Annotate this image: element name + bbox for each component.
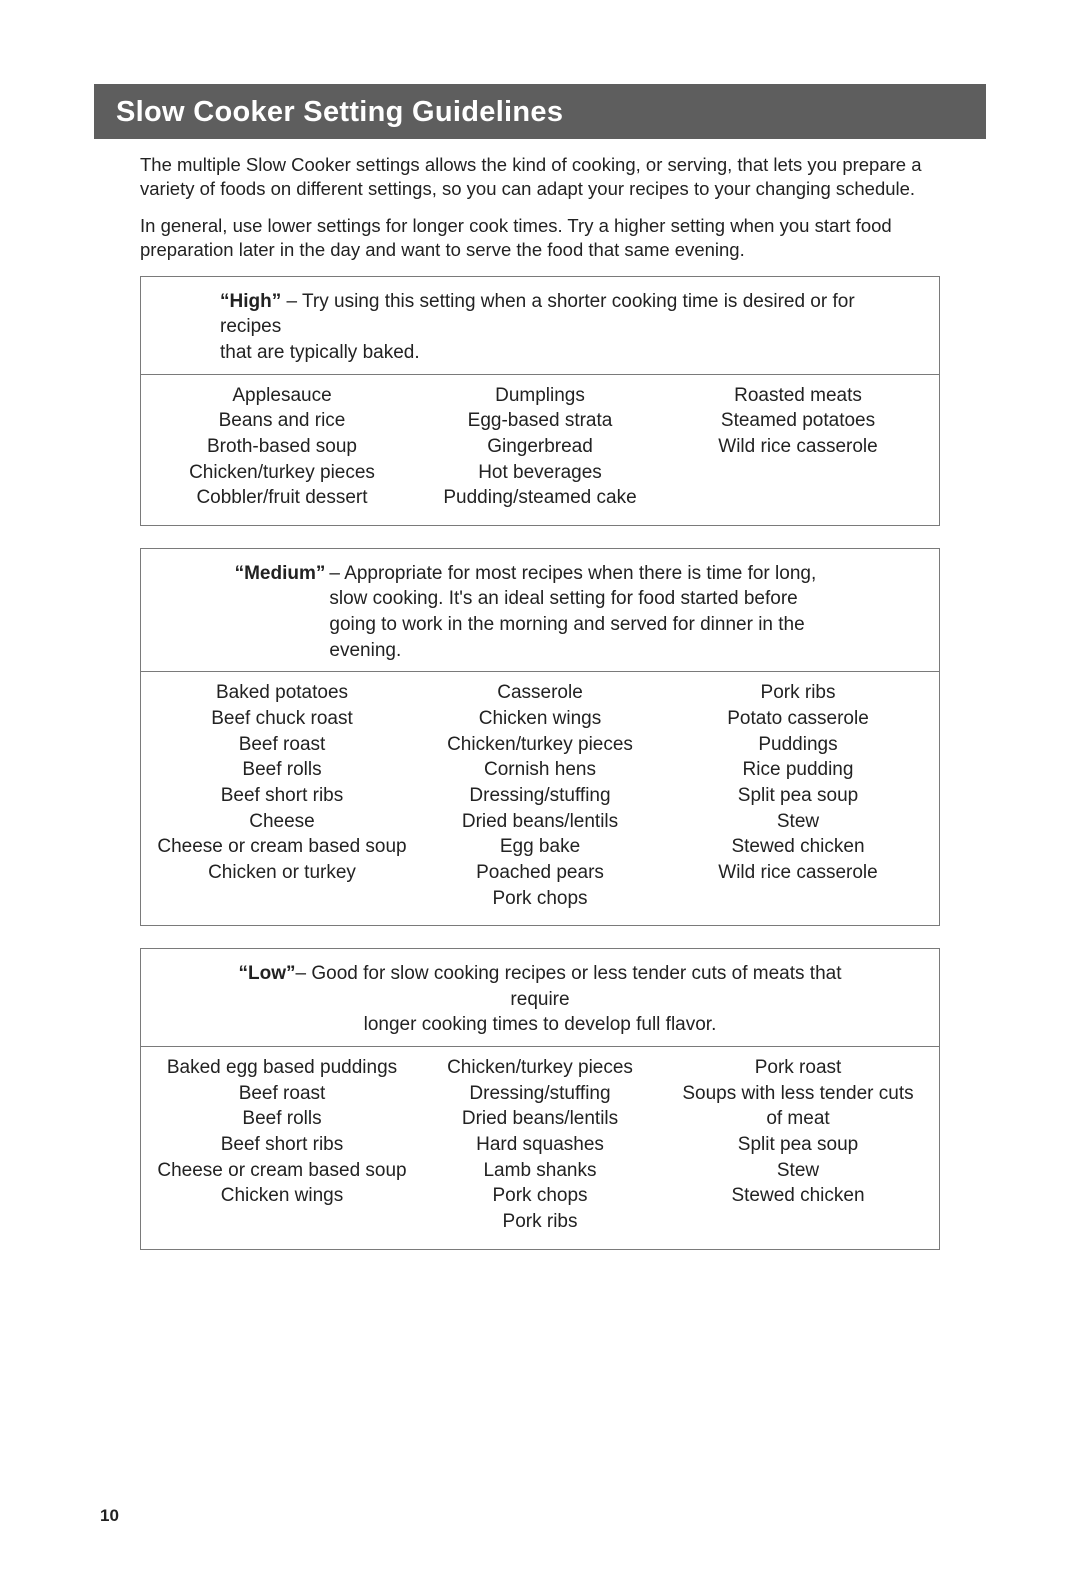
high-col3: Roasted meatsSteamed potatoesWild rice c…: [669, 383, 927, 511]
list-item: Cheese or cream based soup: [157, 1158, 407, 1184]
medium-col1: Baked potatoesBeef chuck roastBeef roast…: [153, 680, 411, 911]
list-item: Applesauce: [157, 383, 407, 409]
setting-head-medium: “Medium” – Appropriate for most recipes …: [141, 549, 939, 673]
list-item: Pudding/steamed cake: [415, 485, 665, 511]
high-label: “High”: [220, 291, 281, 312]
list-item: Split pea soup: [673, 783, 923, 809]
intro-paragraph-1: The multiple Slow Cooker settings allows…: [140, 153, 940, 200]
list-item: Chicken wings: [415, 706, 665, 732]
list-item: Beef roast: [157, 1081, 407, 1107]
list-item: Stewed chicken: [673, 834, 923, 860]
list-item: Cheese or cream based soup: [157, 834, 407, 860]
list-item: Pork chops: [415, 1183, 665, 1209]
list-item: Wild rice casserole: [673, 860, 923, 886]
list-item: Baked potatoes: [157, 680, 407, 706]
list-item: Pork ribs: [673, 680, 923, 706]
list-item: Chicken/turkey pieces: [415, 732, 665, 758]
list-item: Cobbler/fruit dessert: [157, 485, 407, 511]
list-item: Beef roast: [157, 732, 407, 758]
list-item: Baked egg based puddings: [157, 1055, 407, 1081]
list-item: Wild rice casserole: [673, 434, 923, 460]
list-item: Chicken or turkey: [157, 860, 407, 886]
medium-label: “Medium”: [235, 563, 326, 584]
low-label: “Low”: [239, 963, 296, 984]
high-col2: DumplingsEgg-based strataGingerbreadHot …: [411, 383, 669, 511]
list-item: Chicken/turkey pieces: [415, 1055, 665, 1081]
low-columns: Baked egg based puddingsBeef roastBeef r…: [141, 1047, 939, 1248]
list-item: Cornish hens: [415, 757, 665, 783]
list-item: Dried beans/lentils: [415, 1106, 665, 1132]
list-item: Hard squashes: [415, 1132, 665, 1158]
list-item: Broth-based soup: [157, 434, 407, 460]
medium-col3: Pork ribsPotato casserolePuddingsRice pu…: [669, 680, 927, 911]
list-item: Beef rolls: [157, 757, 407, 783]
intro-paragraph-2: In general, use lower settings for longe…: [140, 214, 940, 261]
list-item: Steamed potatoes: [673, 408, 923, 434]
high-desc-line2: that are typically baked.: [220, 340, 860, 366]
list-item: Dressing/stuffing: [415, 783, 665, 809]
list-item: Beef chuck roast: [157, 706, 407, 732]
low-col2: Chicken/turkey piecesDressing/stuffingDr…: [411, 1055, 669, 1234]
list-item: Beef short ribs: [157, 783, 407, 809]
list-item: Cheese: [157, 809, 407, 835]
list-item: Stewed chicken: [673, 1183, 923, 1209]
list-item: Egg-based strata: [415, 408, 665, 434]
list-item: Dumplings: [415, 383, 665, 409]
list-item: Poached pears: [415, 860, 665, 886]
list-item: Dressing/stuffing: [415, 1081, 665, 1107]
list-item: Roasted meats: [673, 383, 923, 409]
list-item: Gingerbread: [415, 434, 665, 460]
high-columns: ApplesauceBeans and riceBroth-based soup…: [141, 375, 939, 525]
list-item: Stew: [673, 1158, 923, 1184]
list-item: Stew: [673, 809, 923, 835]
list-item: Casserole: [415, 680, 665, 706]
setting-head-high: “High” – Try using this setting when a s…: [141, 277, 939, 375]
medium-columns: Baked potatoesBeef chuck roastBeef roast…: [141, 672, 939, 925]
low-desc-line1: – Good for slow cooking recipes or less …: [296, 963, 842, 1010]
medium-col2: CasseroleChicken wingsChicken/turkey pie…: [411, 680, 669, 911]
page: Slow Cooker Setting Guidelines The multi…: [0, 0, 1080, 1572]
list-item: Beans and rice: [157, 408, 407, 434]
high-desc-line1: – Try using this setting when a shorter …: [220, 291, 855, 338]
page-title: Slow Cooker Setting Guidelines: [116, 96, 563, 128]
low-col1: Baked egg based puddingsBeef roastBeef r…: [153, 1055, 411, 1234]
low-desc-line2: longer cooking times to develop full fla…: [210, 1012, 870, 1038]
list-item: Lamb shanks: [415, 1158, 665, 1184]
list-item: Hot beverages: [415, 460, 665, 486]
list-item: Egg bake: [415, 834, 665, 860]
list-item: Dried beans/lentils: [415, 809, 665, 835]
list-item: Rice pudding: [673, 757, 923, 783]
medium-desc: – Appropriate for most recipes when ther…: [329, 563, 816, 661]
setting-box-low: “Low”– Good for slow cooking recipes or …: [140, 948, 940, 1249]
list-item: Pork ribs: [415, 1209, 665, 1235]
list-item: Chicken/turkey pieces: [157, 460, 407, 486]
list-item: Beef rolls: [157, 1106, 407, 1132]
list-item: Potato casserole: [673, 706, 923, 732]
setting-head-low: “Low”– Good for slow cooking recipes or …: [141, 949, 939, 1047]
list-item: Soups with less tender cuts of meat: [673, 1081, 923, 1132]
title-bar: Slow Cooker Setting Guidelines: [94, 84, 986, 139]
list-item: Puddings: [673, 732, 923, 758]
low-col3: Pork roastSoups with less tender cuts of…: [669, 1055, 927, 1234]
page-number: 10: [100, 1506, 119, 1526]
list-item: Pork chops: [415, 886, 665, 912]
list-item: Pork roast: [673, 1055, 923, 1081]
list-item: Chicken wings: [157, 1183, 407, 1209]
high-col1: ApplesauceBeans and riceBroth-based soup…: [153, 383, 411, 511]
list-item: Beef short ribs: [157, 1132, 407, 1158]
setting-box-high: “High” – Try using this setting when a s…: [140, 276, 940, 526]
list-item: Split pea soup: [673, 1132, 923, 1158]
setting-box-medium: “Medium” – Appropriate for most recipes …: [140, 548, 940, 926]
intro-copy: The multiple Slow Cooker settings allows…: [100, 153, 980, 262]
